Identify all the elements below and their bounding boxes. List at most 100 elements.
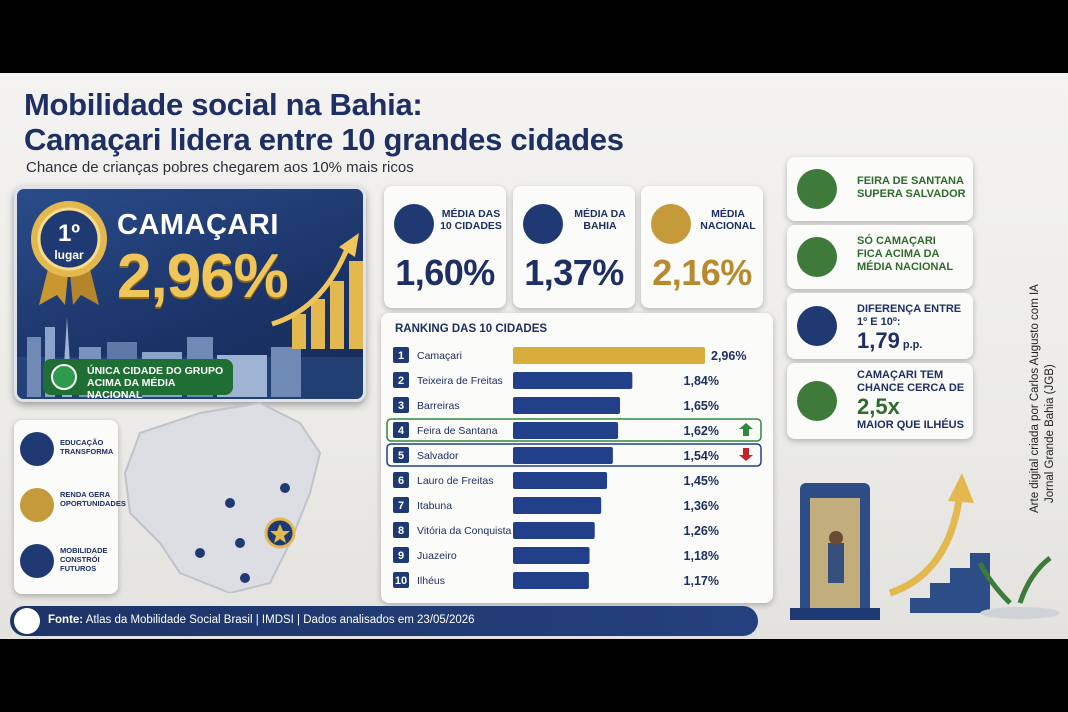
value-label: 1,17% [684,574,719,588]
rank-badge [393,522,409,538]
rank-number: 4 [398,425,405,437]
legend-item: MOBILIDADE CONSTRÓI FUTUROS [20,538,116,588]
insight-feira-card: FEIRA DE SANTANA SUPERA SALVADOR [787,157,973,221]
medal-top-text: 1º [58,220,80,247]
bar [513,547,590,564]
elevator-stairs-illustration [790,473,1060,620]
source-text: Fonte: Atlas da Mobilidade Social Brasil… [48,614,475,626]
bar [513,572,589,589]
value-label: 1,45% [684,474,719,488]
city-label: Salvador [417,450,459,462]
arrow-up-icon [739,423,753,436]
income-chart-icon [20,488,54,522]
legend-text: MOBILIDADE CONSTRÓI FUTUROS [60,546,108,573]
stat-card-10-cities: MÉDIA DAS 10 CIDADES 1,60% [384,186,506,308]
rank-badge [393,372,409,388]
city-label: Camaçari [417,350,462,362]
growth-bars-icon [271,233,363,349]
source-label: Fonte: [48,614,84,626]
source-detail: Atlas da Mobilidade Social Brasil | IMDS… [83,614,475,626]
arrow-down-icon [739,448,753,461]
stat-card-bahia: MÉDIA DA BAHIA 1,37% [513,186,635,308]
city-label: Ilhéus [417,575,445,587]
subtitle: Chance de crianças pobres chegarem aos 1… [26,159,414,176]
value-label: 1,36% [684,499,719,513]
credit-text: Arte digital criada por Carlos Augusto c… [1029,284,1056,513]
value-label: 1,62% [684,424,719,438]
stat-label: MÉDIA DAS 10 CIDADES [440,208,502,232]
rank-number: 9 [398,550,404,562]
city-label: Barreiras [417,400,460,412]
bar [513,497,602,514]
insight-text-bottom: MAIOR QUE ILHÉUS [857,419,964,431]
stat-label: MÉDIA DA BAHIA [574,208,626,232]
ranking-bars: 1 Camaçari 2,96% 2 Teixeira de Freitas 1,84% 3… [386,347,762,589]
city-label: Feira de Santana [417,425,498,437]
value-label: 1,65% [684,399,719,413]
city-label: Vitória da Conquista [417,525,512,537]
rank-badge [393,347,409,363]
stat-value: 2,16% [652,252,752,293]
bar [513,397,621,414]
rank-number: 6 [398,475,404,487]
bahia-map-illustration [123,401,322,593]
hero-city: CAMAÇARI [117,209,279,241]
infographic: Mobilidade social na Bahia: Camaçari lid… [0,73,1068,639]
bar [513,347,705,364]
bar [513,472,608,489]
rank-badge [393,422,409,438]
badge-text: ÚNICA CIDADE DO GRUPO ACIMA DA MÉDIA NAC… [87,365,224,401]
insight-ilheus-card: CAMAÇARI TEM CHANCE CERCA DE 2,5x MAIOR … [787,363,973,439]
insight-text: DIFERENÇA ENTRE 1º E 10º: [857,303,962,328]
first-place-medal-icon: 1º lugar [31,201,107,305]
above-national-badge: ÚNICA CIDADE DO GRUPO ACIMA DA MÉDIA NAC… [43,359,233,399]
city-label: Itabuna [417,500,452,512]
check-icon [51,364,77,390]
legend-text: EDUCAÇÃO TRANSFORMA [60,438,114,456]
value-label: 1,18% [684,549,719,563]
rank-badge [393,497,409,513]
bar [513,422,619,439]
rank-number: 10 [395,575,407,587]
city-label: Lauro de Freitas [417,475,493,487]
title-line-2: Camaçari lidera entre 10 grandes cidades [24,122,624,157]
rank-badge [393,547,409,563]
community-icon [20,544,54,578]
insight-gap-card: DIFERENÇA ENTRE 1º E 10º: 1,79 p.p. [787,293,973,359]
rank-number: 2 [398,375,404,387]
stat-label: MÉDIA NACIONAL [700,208,756,232]
source-footer: Fonte: Atlas da Mobilidade Social Brasil… [10,606,758,636]
city-label: Juazeiro [417,550,457,562]
rank-number: 8 [398,525,404,537]
buildings-icon [394,204,434,244]
bahia-map-icon [523,204,563,244]
rank-badge [393,472,409,488]
stat-value: 1,60% [395,252,495,293]
value-label: 1,84% [684,374,719,388]
legend-item: RENDA GERA OPORTUNIDADES [20,482,126,532]
values-legend: EDUCAÇÃO TRANSFORMA RENDA GERA OPORTUNID… [14,420,126,594]
insight-text: CAMAÇARI TEM CHANCE CERCA DE [857,369,965,394]
rank-number: 3 [398,400,404,412]
insight-text: SÓ CAMAÇARI FICA ACIMA DA MÉDIA NACIONAL [857,235,954,273]
ranking-chart: RANKING DAS 10 CIDADES 1 Camaçari 2,96% 2 Te… [381,313,773,603]
stat-value: 1,37% [524,252,624,293]
insight-big: 1,79 [857,328,900,353]
award-icon [797,237,837,277]
rank-badge [393,572,409,588]
bar [513,447,613,464]
brazil-map-icon [651,204,691,244]
hero-value: 2,96% [117,242,289,311]
legend-text: RENDA GERA OPORTUNIDADES [60,490,126,508]
insight-national-card: SÓ CAMAÇARI FICA ACIMA DA MÉDIA NACIONAL [787,225,973,289]
bars-icon [797,306,837,346]
highlight-row [386,443,762,467]
rank-number: 7 [398,500,404,512]
medal-bottom-text: lugar [54,248,84,262]
rank-number: 5 [398,450,404,462]
highlight-row [386,418,762,442]
credit-line-1: Arte digital criada por Carlos Augusto c… [1029,284,1041,513]
title-line-1: Mobilidade social na Bahia: [24,87,423,122]
rank-badge [393,447,409,463]
growth-icon [797,381,837,421]
